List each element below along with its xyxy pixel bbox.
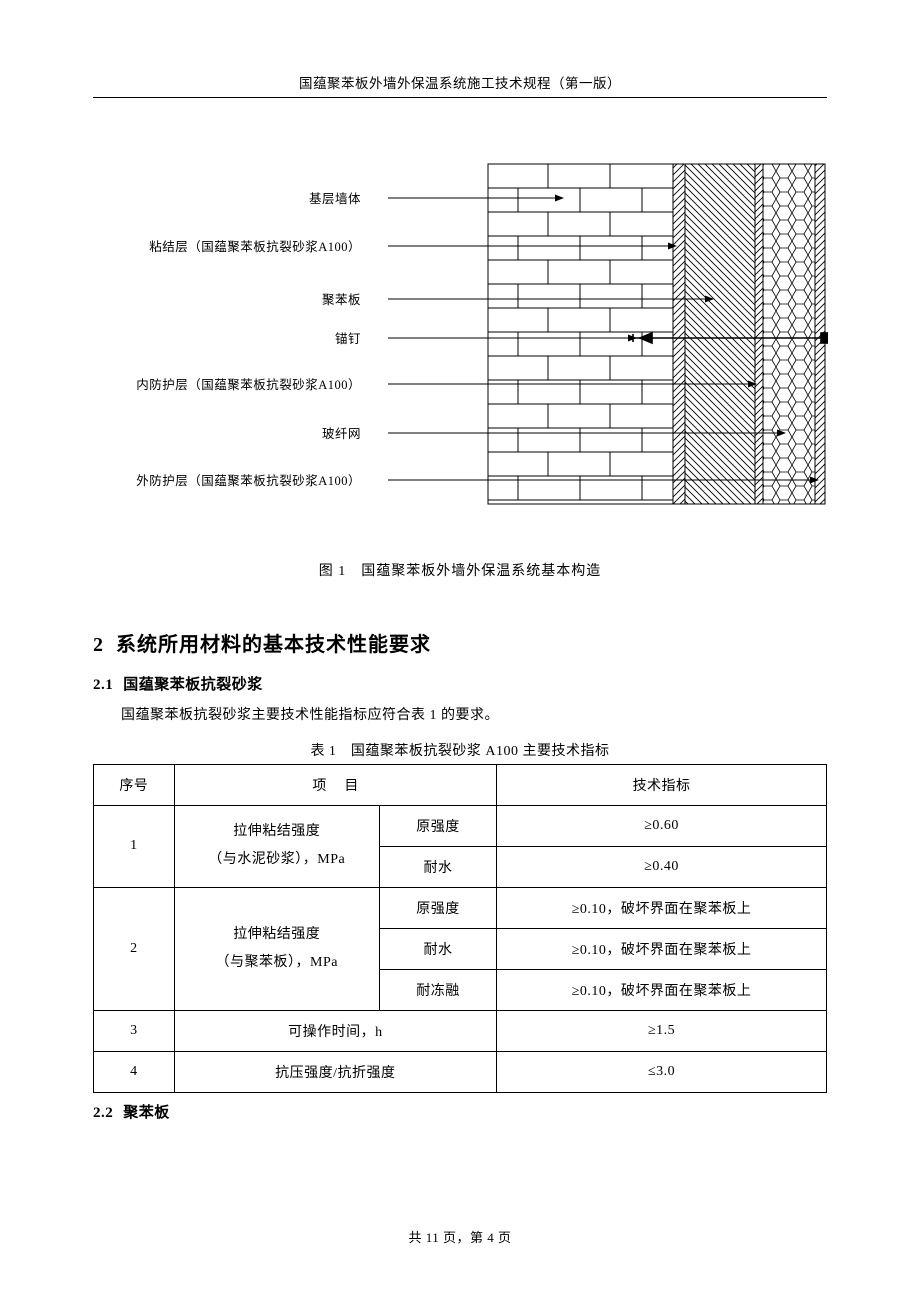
- label-outer-protective: 外防护层（国蕴聚苯板抗裂砂浆A100）: [136, 470, 361, 489]
- section-2-num: 2: [93, 634, 104, 656]
- label-eps-board: 聚苯板: [322, 289, 361, 308]
- section-2-title: 系统所用材料的基本技术性能要求: [116, 634, 431, 656]
- cell-spec-1a: ≥0.60: [497, 805, 827, 846]
- cell-seq-2: 2: [94, 887, 175, 1010]
- section-2-1-body: 国蕴聚苯板抗裂砂浆主要技术性能指标应符合表 1 的要求。: [93, 704, 827, 728]
- th-spec: 技术指标: [497, 764, 827, 805]
- section-2-2-heading: 2.2 聚苯板: [93, 1101, 827, 1122]
- table-row: 4 抗压强度/抗折强度 ≤3.0: [94, 1051, 827, 1092]
- table-row: 2 拉伸粘结强度（与聚苯板），MPa 原强度 ≥0.10，破坏界面在聚苯板上: [94, 887, 827, 928]
- cell-spec-4: ≤3.0: [497, 1051, 827, 1092]
- cell-spec-2b: ≥0.10，破坏界面在聚苯板上: [497, 928, 827, 969]
- label-fiberglass-mesh: 玻纤网: [322, 423, 361, 442]
- table-row: 1 拉伸粘结强度（与水泥砂浆），MPa 原强度 ≥0.60: [94, 805, 827, 846]
- label-inner-protective: 内防护层（国蕴聚苯板抗裂砂浆A100）: [136, 374, 361, 393]
- cell-seq-4: 4: [94, 1051, 175, 1092]
- table-header-row: 序号 项目 技术指标: [94, 764, 827, 805]
- section-2-2-num: 2.2: [93, 1105, 113, 1121]
- section-2-heading: 2 系统所用材料的基本技术性能要求: [93, 628, 827, 657]
- cell-item-3: 可操作时间，h: [174, 1010, 497, 1051]
- page-header-title: 国蕴聚苯板外墙外保温系统施工技术规程（第一版）: [93, 72, 827, 98]
- section-2-1-heading: 2.1 国蕴聚苯板抗裂砂浆: [93, 673, 827, 694]
- table-row: 3 可操作时间，h ≥1.5: [94, 1010, 827, 1051]
- th-seq: 序号: [94, 764, 175, 805]
- cell-spec-2a: ≥0.10，破坏界面在聚苯板上: [497, 887, 827, 928]
- cell-spec-3: ≥1.5: [497, 1010, 827, 1051]
- wall-section-svg: [388, 161, 828, 511]
- table-1-caption: 表 1 国蕴聚苯板抗裂砂浆 A100 主要技术指标: [93, 740, 827, 760]
- page-footer: 共 11 页，第 4 页: [0, 1227, 920, 1246]
- cell-sub-2a: 原强度: [379, 887, 496, 928]
- cell-item-2: 拉伸粘结强度（与聚苯板），MPa: [174, 887, 379, 1010]
- label-base-wall: 基层墙体: [309, 188, 361, 207]
- cell-sub-1a: 原强度: [379, 805, 496, 846]
- cell-spec-2c: ≥0.10，破坏界面在聚苯板上: [497, 969, 827, 1010]
- cell-seq-3: 3: [94, 1010, 175, 1051]
- cell-spec-1b: ≥0.40: [497, 846, 827, 887]
- cell-sub-2b: 耐水: [379, 928, 496, 969]
- cell-sub-2c: 耐冻融: [379, 969, 496, 1010]
- table-1: 序号 项目 技术指标 1 拉伸粘结强度（与水泥砂浆），MPa 原强度 ≥0.60…: [93, 764, 827, 1093]
- cell-item-1: 拉伸粘结强度（与水泥砂浆），MPa: [174, 805, 379, 887]
- cell-item-4: 抗压强度/抗折强度: [174, 1051, 497, 1092]
- section-2-2-title: 聚苯板: [123, 1104, 170, 1121]
- label-adhesive-layer: 粘结层（国蕴聚苯板抗裂砂浆A100）: [149, 236, 361, 255]
- cell-sub-1b: 耐水: [379, 846, 496, 887]
- figure-1-diagram: 基层墙体 粘结层（国蕴聚苯板抗裂砂浆A100） 聚苯板 锚钉 内防护层（国蕴聚苯…: [93, 156, 827, 516]
- figure-1-caption: 图 1 国蕴聚苯板外墙外保温系统基本构造: [93, 560, 827, 580]
- section-2-1-title: 国蕴聚苯板抗裂砂浆: [123, 676, 263, 693]
- label-anchor: 锚钉: [335, 328, 361, 347]
- section-2-1-num: 2.1: [93, 677, 113, 693]
- cell-seq-1: 1: [94, 805, 175, 887]
- th-item: 项目: [174, 764, 497, 805]
